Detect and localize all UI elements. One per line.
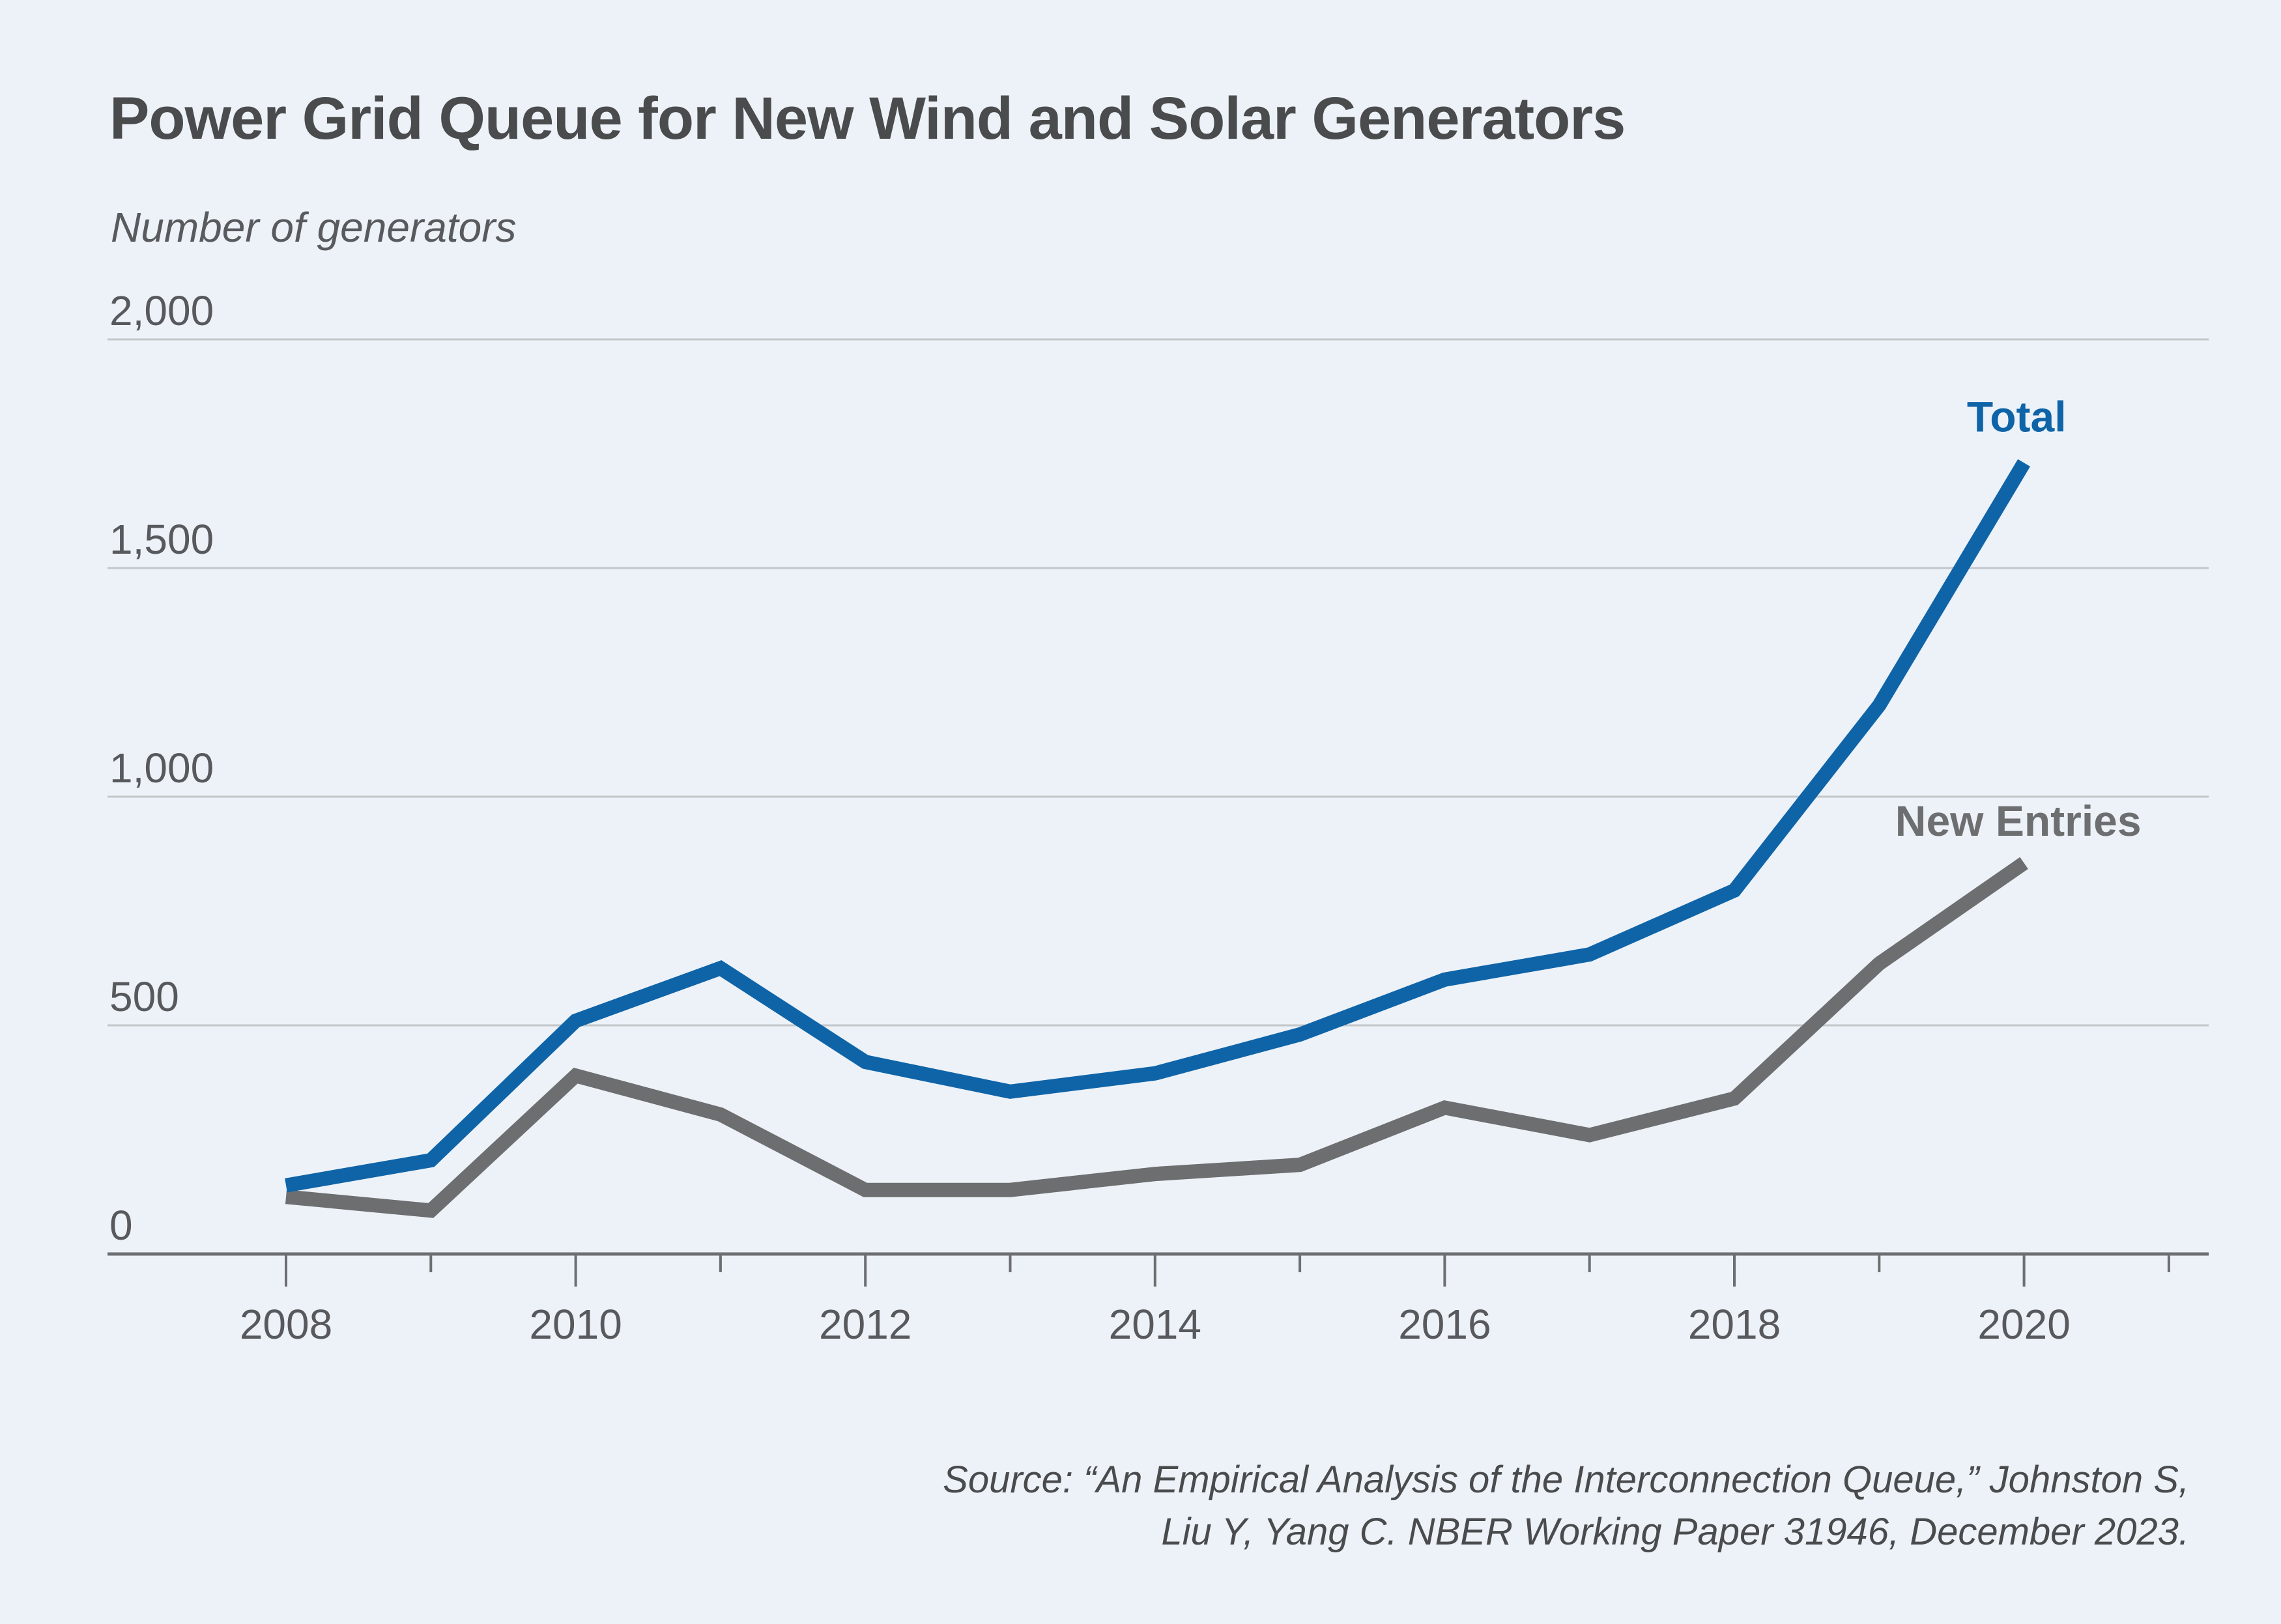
y-tick-label: 1,000 (109, 745, 214, 791)
y-tick-label: 500 (109, 973, 179, 1020)
x-tick-label: 2014 (1109, 1301, 1201, 1348)
y-tick-label: 2,000 (109, 287, 214, 334)
source-note: Source: “An Empirical Analysis of the In… (943, 1454, 2189, 1558)
x-tick-label: 2010 (529, 1301, 622, 1348)
x-tick-label: 2020 (1977, 1301, 2070, 1348)
source-line-1: Source: “An Empirical Analysis of the In… (943, 1459, 2189, 1501)
y-tick-label: 1,500 (109, 516, 214, 563)
x-tick-label: 2008 (240, 1301, 332, 1348)
x-tick-label: 2012 (819, 1301, 911, 1348)
new-entries-line (285, 857, 2028, 1218)
y-tick-label: 0 (109, 1202, 133, 1249)
source-line-2: Liu Y, Yang C. NBER Working Paper 31946,… (1161, 1511, 2189, 1553)
legend-total: Total (1967, 393, 2067, 441)
page-title: Power Grid Queue for New Wind and Solar … (109, 85, 1626, 152)
x-tick-label: 2016 (1398, 1301, 1491, 1348)
legend-new-entries: New Entries (1895, 797, 2142, 845)
y-axis-label: Number of generators (111, 204, 517, 251)
x-tick-label: 2018 (1688, 1301, 1781, 1348)
total-line (285, 459, 2031, 1193)
